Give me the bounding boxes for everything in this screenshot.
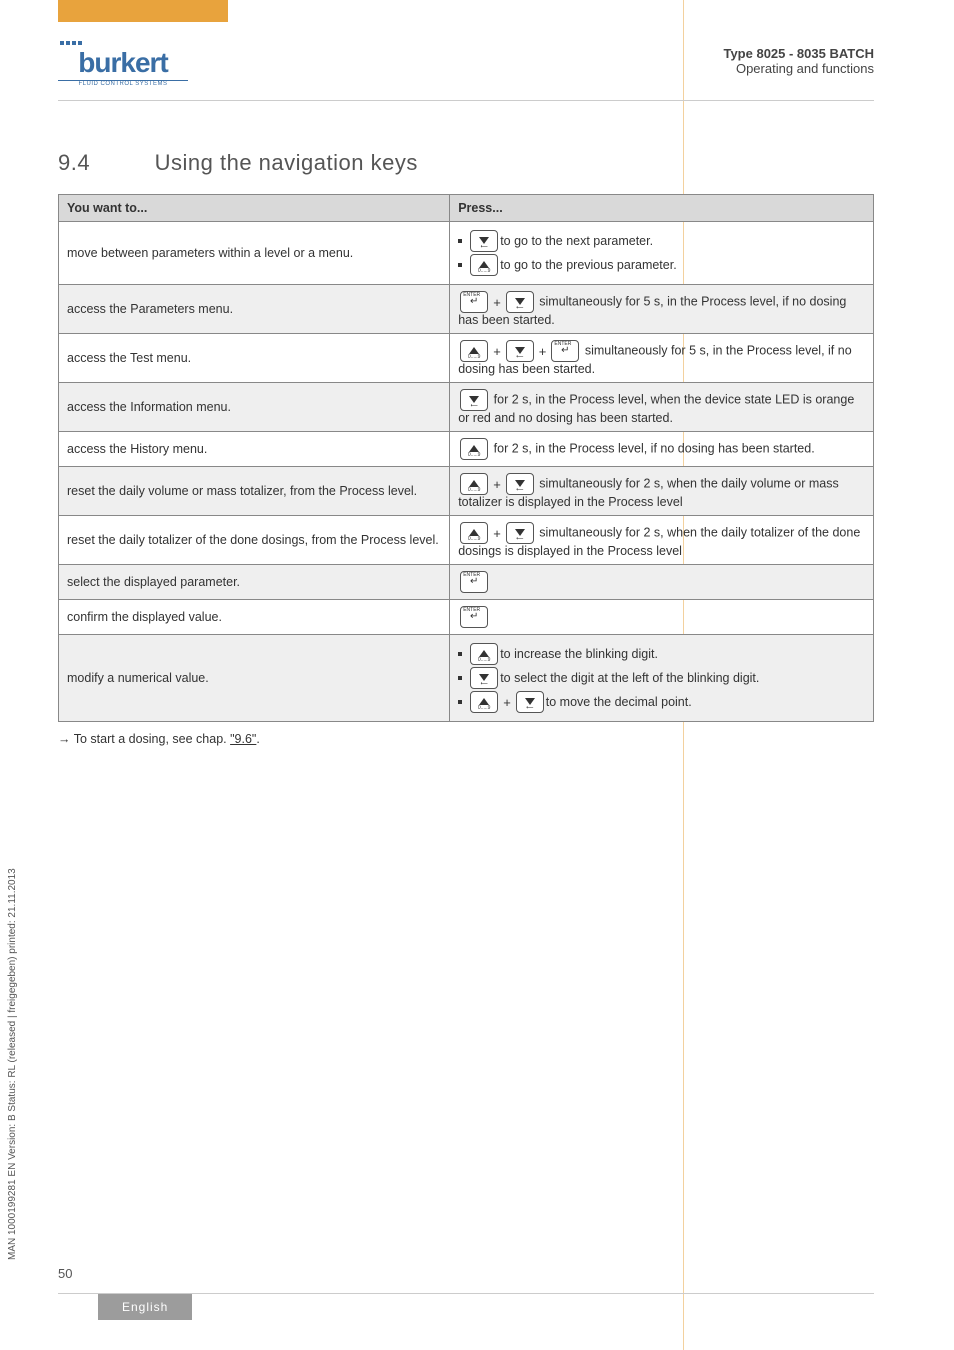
plus-symbol: +: [490, 295, 504, 310]
up-key-icon: 0.....9: [460, 522, 488, 544]
down-key-icon: ⟵: [506, 473, 534, 495]
bullet-icon: [458, 239, 462, 243]
plus-symbol: +: [536, 344, 550, 359]
bullet-icon: [458, 676, 462, 680]
enter-key-icon: ↵: [460, 291, 488, 313]
bullet-icon: [458, 263, 462, 267]
logo-subtitle: FLUID CONTROL SYSTEMS: [79, 81, 168, 87]
section-heading: 9.4 Using the navigation keys: [58, 150, 874, 176]
want-cell: access the Test menu.: [59, 334, 450, 383]
plus-symbol: +: [490, 526, 504, 541]
press-text: for 2 s, in the Process level, if no dos…: [494, 441, 815, 455]
plus-symbol: +: [490, 344, 504, 359]
press-text: to select the digit at the left of the b…: [500, 671, 759, 685]
table-header-want: You want to...: [59, 195, 450, 222]
press-cell: 0.....9 to increase the blinking digit.⟵…: [450, 635, 874, 722]
up-key-icon: 0.....9: [460, 438, 488, 460]
press-cell: 0.....9+⟵ simultaneously for 2 s, when t…: [450, 467, 874, 516]
press-bullet: ⟵ to select the digit at the left of the…: [458, 667, 865, 689]
want-cell: select the displayed parameter.: [59, 565, 450, 600]
header-right: Type 8025 - 8035 BATCH Operating and fun…: [723, 46, 874, 76]
press-bullet: 0.....9 to go to the previous parameter.: [458, 254, 865, 276]
plus-symbol: +: [500, 695, 514, 710]
enter-key-icon: ↵: [460, 606, 488, 628]
bullet-icon: [458, 700, 462, 704]
want-cell: move between parameters within a level o…: [59, 222, 450, 285]
want-cell: access the Information menu.: [59, 383, 450, 432]
logo: burkert FLUID CONTROL SYSTEMS: [58, 41, 188, 87]
table-row: access the History menu.0.....9 for 2 s,…: [59, 432, 874, 467]
section-title: Using the navigation keys: [155, 150, 418, 175]
plus-symbol: +: [490, 477, 504, 492]
table-row: reset the daily volume or mass totalizer…: [59, 467, 874, 516]
enter-key-icon: ↵: [551, 340, 579, 362]
press-text: to go to the next parameter.: [500, 234, 653, 248]
logo-text: burkert: [78, 47, 167, 79]
press-cell: 0.....9 for 2 s, in the Process level, i…: [450, 432, 874, 467]
enter-key-icon: ↵: [460, 571, 488, 593]
language-tab: English: [98, 1294, 192, 1320]
up-key-icon: 0.....9: [460, 340, 488, 362]
press-cell: 0.....9+⟵+↵ simultaneously for 5 s, in t…: [450, 334, 874, 383]
table-row: move between parameters within a level o…: [59, 222, 874, 285]
press-text: to increase the blinking digit.: [500, 647, 658, 661]
doc-title: Type 8025 - 8035 BATCH: [723, 46, 874, 61]
page-footer: 50 English: [58, 1266, 874, 1320]
header-rule: [58, 100, 874, 101]
table-row: reset the daily totalizer of the done do…: [59, 516, 874, 565]
table-header-press: Press...: [450, 195, 874, 222]
press-cell: ↵: [450, 565, 874, 600]
table-row: select the displayed parameter. ↵: [59, 565, 874, 600]
table-row: access the Test menu.0.....9+⟵+↵ simulta…: [59, 334, 874, 383]
down-key-icon: ⟵: [506, 340, 534, 362]
want-cell: modify a numerical value.: [59, 635, 450, 722]
note: → To start a dosing, see chap. "9.6".: [58, 732, 874, 746]
down-key-icon: ⟵: [460, 389, 488, 411]
press-cell: ⟵ to go to the next parameter.0.....9 to…: [450, 222, 874, 285]
down-key-icon: ⟵: [506, 522, 534, 544]
press-text: to go to the previous parameter.: [500, 258, 677, 272]
section-number: 9.4: [58, 150, 148, 176]
down-key-icon: ⟵: [470, 230, 498, 252]
up-key-icon: 0.....9: [470, 643, 498, 665]
page-number: 50: [58, 1266, 874, 1281]
want-cell: access the History menu.: [59, 432, 450, 467]
table-row: access the Parameters menu.↵+⟵ simultane…: [59, 285, 874, 334]
press-text: for 2 s, in the Process level, when the …: [458, 392, 854, 425]
doc-subtitle: Operating and functions: [723, 61, 874, 76]
note-suffix: .: [256, 732, 259, 746]
press-cell: ↵+⟵ simultaneously for 5 s, in the Proce…: [450, 285, 874, 334]
note-prefix: → To start a dosing, see chap.: [58, 732, 230, 746]
press-bullet: 0.....9 to increase the blinking digit.: [458, 643, 865, 665]
table-row: confirm the displayed value. ↵: [59, 600, 874, 635]
main-content: 9.4 Using the navigation keys You want t…: [58, 150, 874, 746]
want-cell: access the Parameters menu.: [59, 285, 450, 334]
down-key-icon: ⟵: [470, 667, 498, 689]
note-link: "9.6": [230, 732, 256, 746]
table-row: modify a numerical value.0.....9 to incr…: [59, 635, 874, 722]
table-row: access the Information menu.⟵ for 2 s, i…: [59, 383, 874, 432]
want-cell: reset the daily totalizer of the done do…: [59, 516, 450, 565]
up-key-icon: 0.....9: [470, 691, 498, 713]
press-bullet: 0.....9+⟵ to move the decimal point.: [458, 691, 865, 713]
press-cell: ↵: [450, 600, 874, 635]
down-key-icon: ⟵: [516, 691, 544, 713]
press-bullet: ⟵ to go to the next parameter.: [458, 230, 865, 252]
up-key-icon: 0.....9: [460, 473, 488, 495]
want-cell: reset the daily volume or mass totalizer…: [59, 467, 450, 516]
press-cell: ⟵ for 2 s, in the Process level, when th…: [450, 383, 874, 432]
sidebar-metadata: MAN 1000199281 EN Version: B Status: RL …: [7, 868, 18, 1260]
press-text: to move the decimal point.: [546, 695, 692, 709]
logo-dots: [60, 41, 82, 45]
up-key-icon: 0.....9: [470, 254, 498, 276]
bullet-icon: [458, 652, 462, 656]
down-key-icon: ⟵: [506, 291, 534, 313]
want-cell: confirm the displayed value.: [59, 600, 450, 635]
page-header: burkert FLUID CONTROL SYSTEMS Type 8025 …: [0, 0, 954, 100]
navigation-keys-table: You want to... Press... move between par…: [58, 194, 874, 722]
press-cell: 0.....9+⟵ simultaneously for 2 s, when t…: [450, 516, 874, 565]
